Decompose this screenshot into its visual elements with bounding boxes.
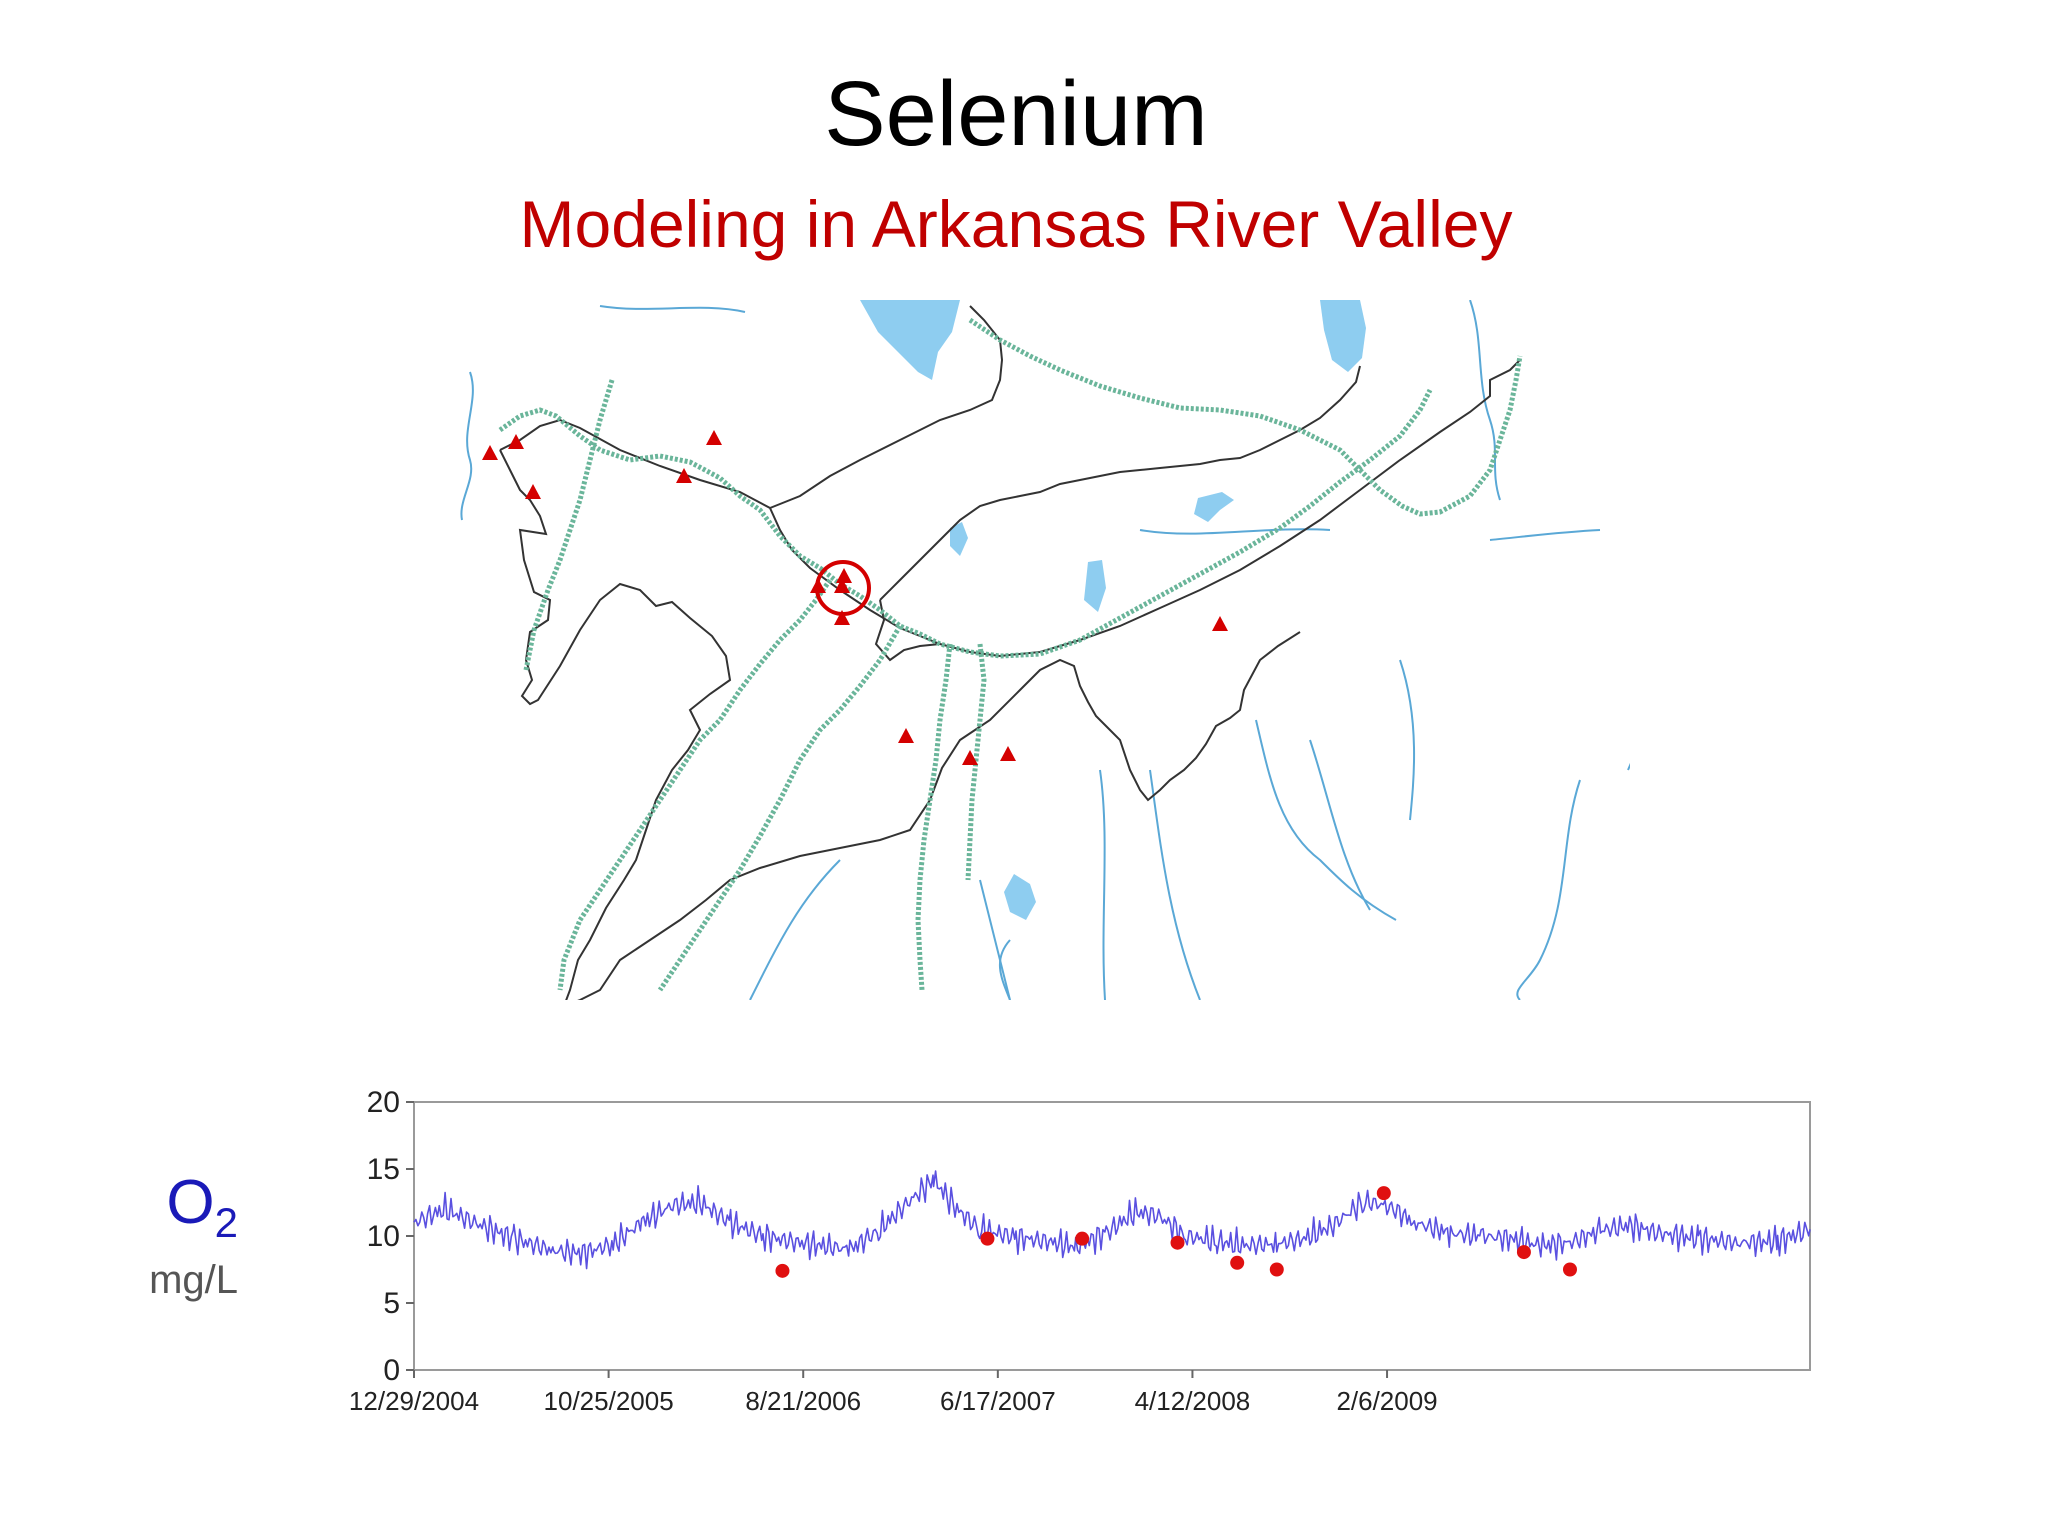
x-tick-label: 12/29/2004	[349, 1386, 479, 1416]
station-marker	[706, 430, 722, 445]
modeled-o2-line	[413, 1170, 1811, 1270]
y-tick-label: 15	[367, 1153, 400, 1186]
station-marker	[1000, 746, 1016, 761]
station-marker	[525, 484, 541, 499]
o2-symbol: O	[166, 1168, 215, 1237]
observed-o2-point	[1516, 1245, 1531, 1260]
station-marker	[834, 578, 850, 593]
lake	[1004, 874, 1036, 920]
station-marker	[676, 468, 692, 483]
observed-o2-point	[1269, 1262, 1284, 1277]
southern-channel-2	[657, 624, 903, 992]
x-tick-label: 8/21/2006	[745, 1386, 861, 1416]
unit-label: mg/L	[149, 1258, 238, 1302]
station-marker	[898, 728, 914, 743]
observed-o2-point	[775, 1263, 790, 1278]
map-lakes	[860, 300, 1366, 920]
slide-subtitle: Modeling in Arkansas River Valley	[519, 187, 1513, 261]
observed-o2-point	[1075, 1231, 1090, 1246]
highlighted-station-circle	[815, 560, 871, 616]
upper-arkansas-channel	[498, 388, 1433, 659]
southern-channel-1	[557, 578, 833, 991]
station-marker	[508, 434, 524, 449]
o2-axis-label: O2	[166, 1172, 238, 1244]
observed-o2-point	[1376, 1186, 1391, 1201]
station-marker	[962, 750, 978, 765]
y-tick-label: 0	[383, 1354, 400, 1387]
station-marker	[1212, 616, 1228, 631]
observed-o2-point	[1170, 1235, 1185, 1250]
southern-channel-4	[965, 643, 987, 881]
station-marker	[836, 568, 852, 583]
lake	[1194, 492, 1234, 522]
western-channel	[523, 379, 615, 671]
lake	[950, 522, 968, 556]
river-valley-map	[460, 300, 1630, 1000]
lake	[1320, 300, 1366, 372]
southern-channel-3	[915, 643, 953, 991]
oxygen-time-series-chart: 0 5 10 15 20 12/29/2004 10/25/2005 8/21/2006 6/1…	[349, 1086, 1811, 1416]
station-marker	[834, 610, 850, 625]
monitoring-stations	[482, 430, 1228, 765]
y-tick-label: 5	[383, 1287, 400, 1320]
o2-subscript: 2	[214, 1199, 238, 1246]
x-tick-label: 2/6/2009	[1336, 1386, 1437, 1416]
observed-o2-point	[1230, 1255, 1245, 1270]
station-marker	[482, 445, 498, 460]
y-tick-label: 10	[367, 1220, 400, 1253]
observed-o2-point	[1562, 1262, 1577, 1277]
x-tick-label: 10/25/2005	[544, 1386, 674, 1416]
slide-title: Selenium	[824, 63, 1208, 165]
x-tick-label: 6/17/2007	[940, 1386, 1056, 1416]
lake	[860, 300, 960, 380]
northern-channel	[968, 317, 1523, 517]
x-tick-label: 4/12/2008	[1135, 1386, 1251, 1416]
y-tick-label: 20	[367, 1086, 400, 1119]
lake	[1084, 560, 1106, 612]
plot-area	[413, 1101, 1811, 1371]
model-channels	[498, 317, 1523, 992]
observed-o2-point	[980, 1231, 995, 1246]
map-tributaries	[460, 300, 1630, 1000]
